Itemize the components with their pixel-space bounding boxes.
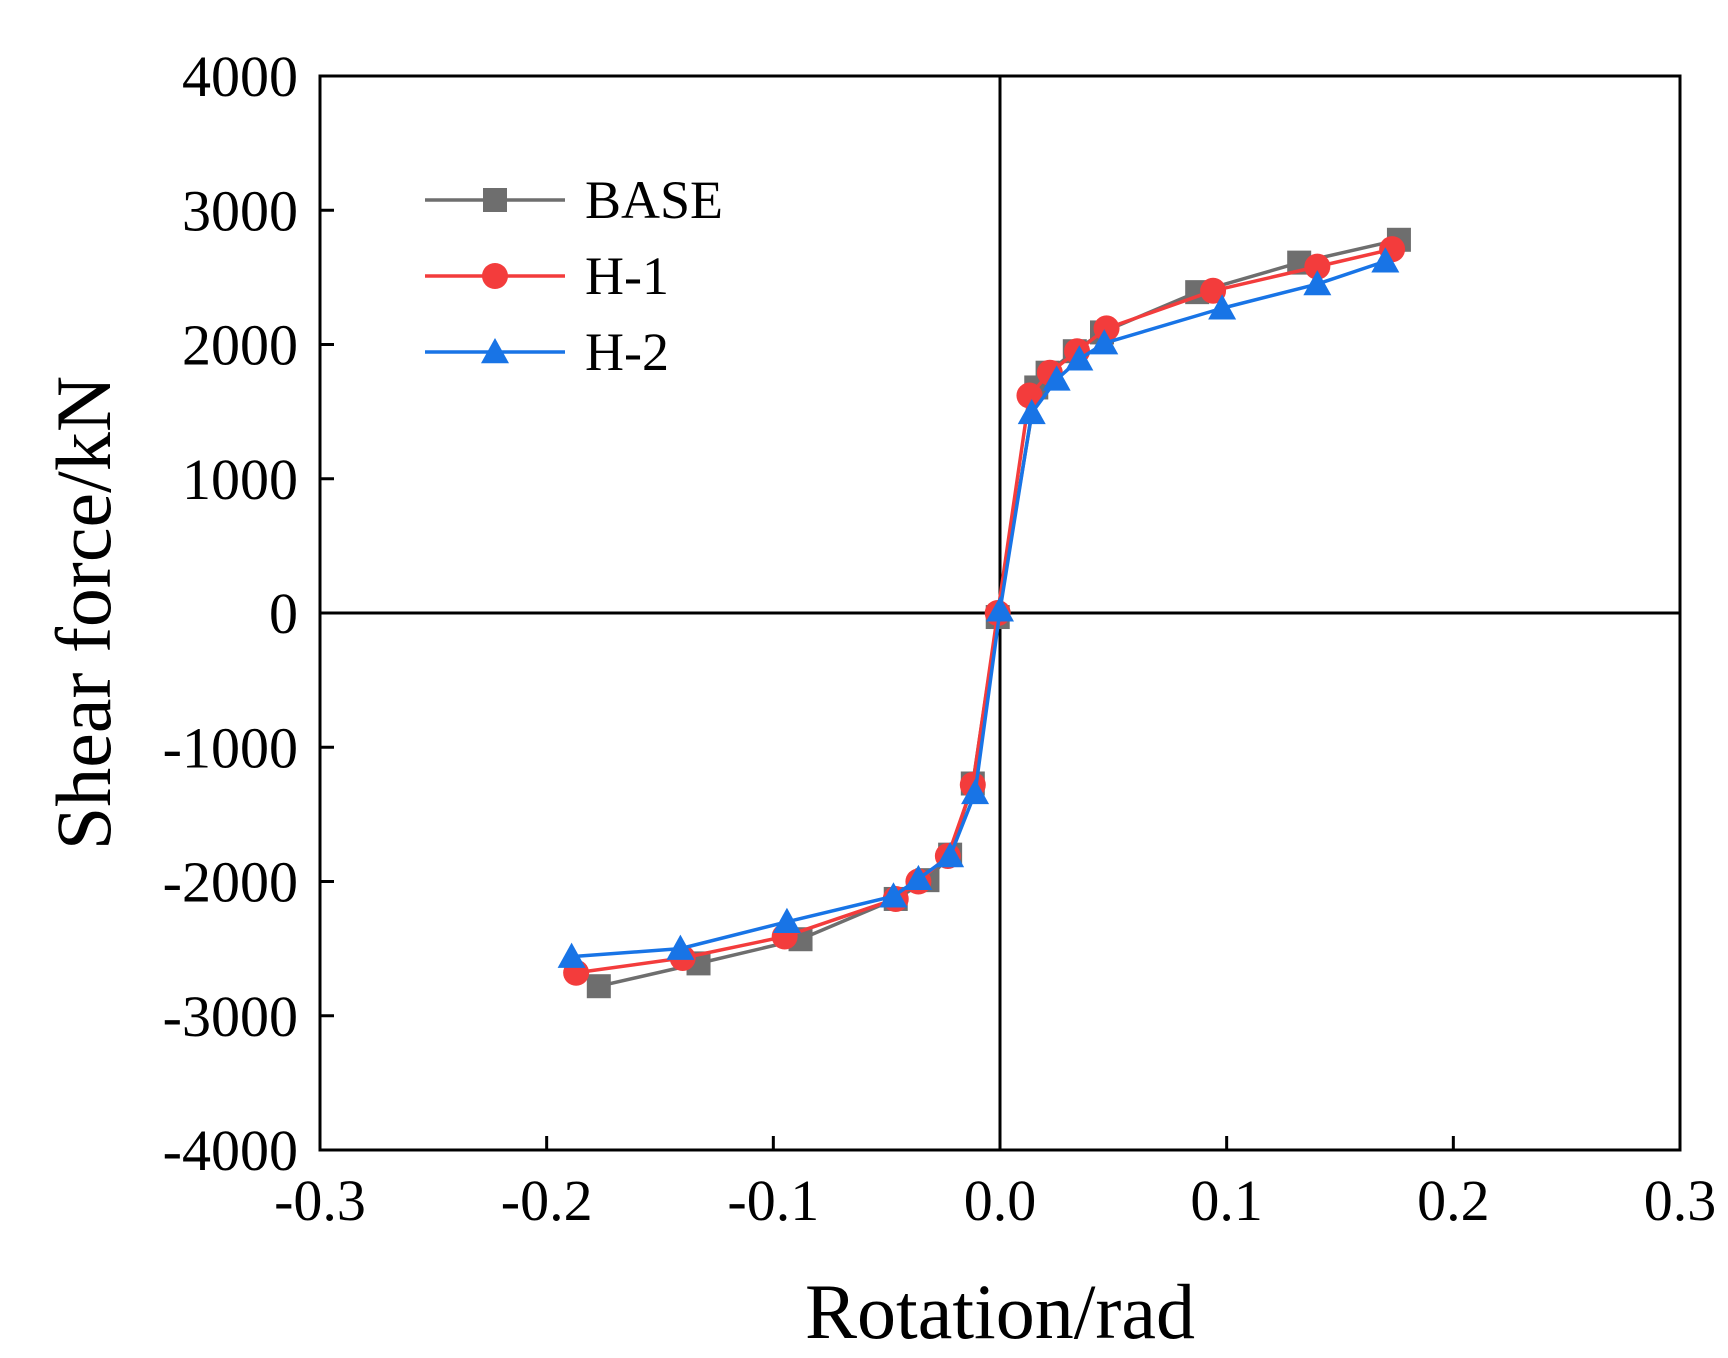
- data-point-h-2: [1017, 398, 1046, 425]
- x-tick-label: -0.1: [727, 1168, 819, 1233]
- data-point-h-2: [1065, 345, 1094, 371]
- legend-item-h-2: H-2: [425, 322, 669, 382]
- data-point-h-2: [986, 596, 1014, 622]
- data-point-h-1: [1093, 315, 1120, 342]
- y-tick-label: 3000: [182, 178, 298, 243]
- y-axis-ticks: -4000 -3000 -2000 -1000 0 1000 2000 3000 4000: [163, 44, 334, 1183]
- y-axis-title: Shear force/kN: [40, 376, 127, 850]
- data-point-h-2: [557, 942, 586, 968]
- x-tick-label: 0.2: [1417, 1168, 1490, 1233]
- x-tick-label: -0.2: [501, 1168, 593, 1233]
- legend-label-h-2: H-2: [585, 322, 669, 382]
- x-tick-label: -0.3: [274, 1168, 366, 1233]
- data-point-h-2: [879, 882, 908, 908]
- data-point-h-1: [1304, 253, 1331, 280]
- data-point-base: [586, 974, 611, 999]
- x-tick-label: 0.3: [1644, 1168, 1717, 1233]
- series-layer: [557, 227, 1411, 999]
- x-tick-label: 0.0: [964, 1168, 1037, 1233]
- y-tick-label: -4000: [163, 1118, 298, 1183]
- data-point-h-1: [1200, 277, 1227, 304]
- y-tick-label: 0: [269, 581, 298, 646]
- x-axis-ticks: -0.3 -0.2 -0.1 0.0 0.1 0.2 0.3: [274, 1136, 1716, 1233]
- data-point-h-2: [936, 841, 965, 868]
- y-tick-label: -3000: [163, 984, 298, 1049]
- legend-item-base: BASE: [425, 170, 723, 230]
- data-point-h-2: [1208, 294, 1237, 320]
- legend-label-base: BASE: [585, 170, 723, 230]
- legend-marker-h-1: [482, 263, 508, 289]
- series-h-2: [557, 247, 1400, 968]
- data-point-h-2: [1042, 365, 1071, 391]
- legend-marker-base: [483, 188, 507, 212]
- data-point-h-2: [1303, 270, 1332, 296]
- y-tick-label: 2000: [182, 313, 298, 378]
- x-axis-title: Rotation/rad: [805, 1268, 1195, 1355]
- legend: BASE H-1 H-2: [425, 170, 723, 382]
- data-point-h-2: [666, 934, 695, 960]
- legend-label-h-1: H-1: [585, 246, 669, 306]
- data-point-h-1: [1016, 382, 1043, 409]
- y-tick-label: 1000: [182, 447, 298, 512]
- data-point-h-2: [772, 907, 801, 933]
- x-tick-label: 0.1: [1190, 1168, 1263, 1233]
- data-point-h-2: [1090, 329, 1119, 355]
- y-tick-label: -1000: [163, 715, 298, 780]
- legend-marker-h-2: [481, 338, 509, 364]
- y-tick-label: -2000: [163, 850, 298, 915]
- y-tick-label: 4000: [182, 44, 298, 109]
- legend-item-h-1: H-1: [425, 246, 669, 306]
- data-point-h-2: [961, 778, 990, 805]
- data-point-h-2: [1371, 247, 1400, 273]
- data-point-h-2: [904, 864, 933, 891]
